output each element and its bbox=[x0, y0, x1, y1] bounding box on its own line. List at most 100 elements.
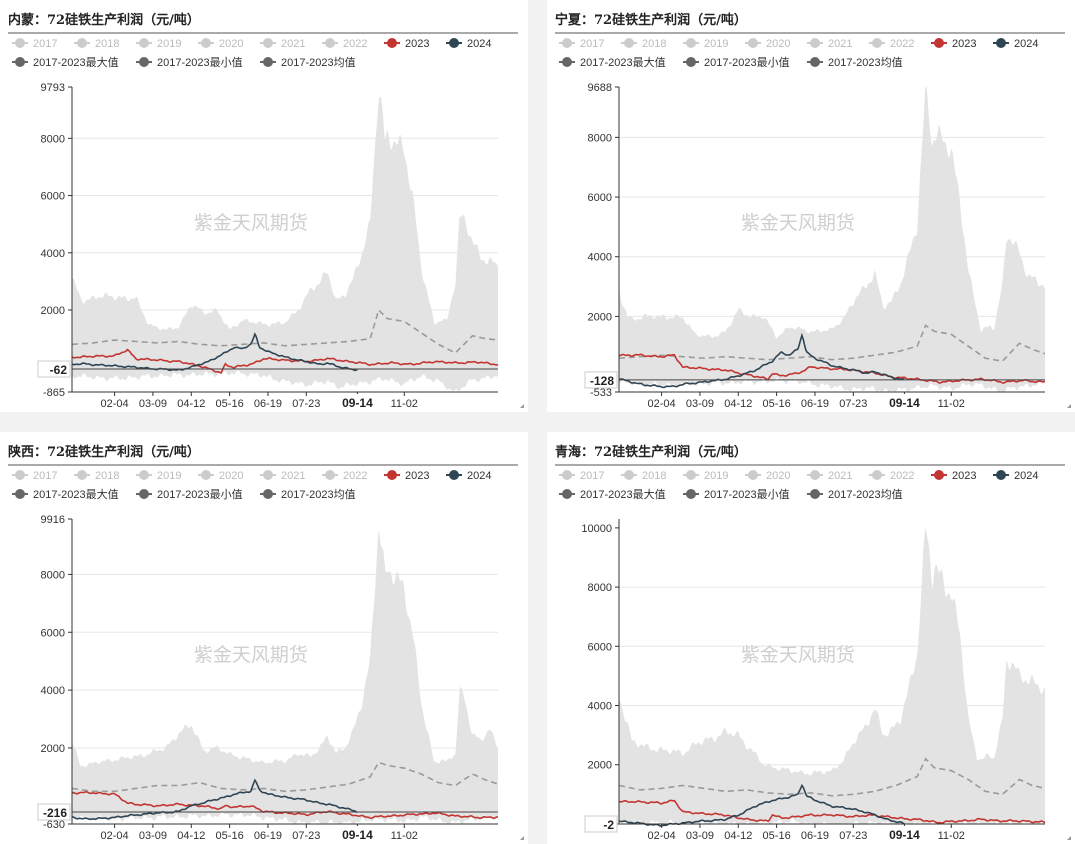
x-tick-label: 07-23 bbox=[839, 830, 867, 842]
y-tick-label: 2000 bbox=[588, 311, 612, 323]
legend-item-2024: 2024 bbox=[993, 470, 1038, 482]
legend-label: 2021 bbox=[281, 470, 305, 482]
legend-swatch-dot bbox=[139, 38, 149, 48]
watermark: 紫金天风期货 bbox=[194, 644, 308, 666]
legend-label: 2018 bbox=[642, 38, 666, 50]
legend-item-2017: 2017 bbox=[559, 38, 604, 50]
series-range-band bbox=[619, 528, 1045, 824]
x-tick-label: 06-19 bbox=[254, 830, 282, 842]
x-tick-label: 04-12 bbox=[177, 830, 205, 842]
chart-svg-4: 青海：72硅铁生产利润（元/吨） 2017 2018 2019 2020 2021 2022… bbox=[555, 444, 1071, 844]
legend-label: 2017-2023最小值 bbox=[704, 488, 790, 501]
y-tick-label: 9688 bbox=[588, 82, 612, 94]
chart-panel-3: 陕西：72硅铁生产利润（元/吨） 2017 2018 2019 2020 2021 2022… bbox=[0, 432, 528, 844]
legend-label: 2017 bbox=[580, 38, 604, 50]
chart-svg-2: 宁夏：72硅铁生产利润（元/吨） 2017 2018 2019 2020 2021 2022… bbox=[555, 12, 1071, 412]
y-tick-label: 4000 bbox=[588, 252, 612, 264]
resize-handle bbox=[1067, 404, 1071, 408]
chart-title: 青海：72硅铁生产利润（元/吨） bbox=[555, 444, 747, 460]
series-2024-line bbox=[618, 783, 905, 827]
current-value-label: -128 bbox=[590, 374, 614, 388]
x-tick-label: 11-02 bbox=[938, 398, 965, 410]
chart-panel-1: 内蒙：72硅铁生产利润（元/吨） 2017 2018 2019 2020 2021 2022… bbox=[0, 0, 528, 412]
x-tick-label: 07-23 bbox=[839, 398, 867, 410]
current-value-box bbox=[37, 360, 71, 378]
legend-item-2018: 2018 bbox=[621, 470, 666, 482]
x-tick-label: 11-02 bbox=[391, 398, 418, 410]
current-value-label: -216 bbox=[43, 806, 67, 820]
legend-swatch-dot bbox=[387, 470, 397, 480]
current-value-box bbox=[37, 803, 71, 821]
x-tick-label: 02-04 bbox=[101, 830, 129, 842]
x-tick-label: 03-09 bbox=[139, 398, 167, 410]
legend-label: 2017-2023最大值 bbox=[580, 487, 666, 501]
x-tick-label: 07-23 bbox=[292, 398, 320, 410]
legend-swatch-dot bbox=[686, 470, 696, 480]
legend-item-stat-3: 2017-2023均值 bbox=[807, 56, 903, 69]
watermark: 紫金天风期货 bbox=[194, 212, 308, 234]
watermark: 紫金天风期货 bbox=[741, 212, 855, 234]
resize-handle bbox=[1067, 836, 1071, 840]
legend-swatch-dot bbox=[562, 57, 572, 67]
x-tick-label: 05-16 bbox=[216, 398, 244, 410]
legend-item-2021: 2021 bbox=[260, 38, 305, 50]
legend-label: 2017-2023最大值 bbox=[580, 55, 666, 69]
series-2023-line bbox=[619, 799, 1046, 824]
legend-item-2018: 2018 bbox=[621, 38, 666, 50]
legend-item-stat-1: 2017-2023最大值 bbox=[12, 487, 119, 501]
y-tick-label: 4000 bbox=[588, 701, 612, 713]
x-tick-label: 06-19 bbox=[254, 398, 282, 410]
legend-label: 2017-2023均值 bbox=[828, 56, 903, 69]
legend-swatch-dot bbox=[624, 470, 634, 480]
legend-label: 2017-2023均值 bbox=[281, 56, 356, 69]
x-tick-label: 05-16 bbox=[763, 398, 791, 410]
legend-label: 2023 bbox=[405, 38, 429, 50]
legend-label: 2019 bbox=[704, 470, 728, 482]
legend-label: 2017-2023最小值 bbox=[704, 56, 790, 69]
y-tick-label: 8000 bbox=[41, 569, 65, 581]
legend-item-stat-2: 2017-2023最小值 bbox=[683, 56, 790, 69]
x-current-box bbox=[335, 826, 380, 844]
legend-item-2023: 2023 bbox=[384, 470, 429, 482]
y-tick-label: 6000 bbox=[588, 192, 612, 204]
x-tick-label: 11-02 bbox=[391, 830, 418, 842]
y-tick-label: 9916 bbox=[41, 514, 65, 526]
legend-swatch-dot bbox=[686, 489, 696, 499]
legend-label: 2024 bbox=[1014, 38, 1038, 50]
legend-swatch-dot bbox=[449, 470, 459, 480]
legend-label: 2022 bbox=[890, 38, 914, 50]
resize-handle bbox=[520, 404, 524, 408]
x-tick-label: 03-09 bbox=[686, 830, 714, 842]
legend-swatch-dot bbox=[996, 470, 1006, 480]
y-tick-label: 6000 bbox=[41, 191, 65, 203]
legend-swatch-dot bbox=[325, 38, 335, 48]
legend-swatch-dot bbox=[15, 470, 25, 480]
y-tick-label: 10000 bbox=[581, 523, 612, 535]
current-value-box bbox=[584, 815, 618, 833]
legend-label: 2024 bbox=[467, 38, 491, 50]
legend-item-stat-2: 2017-2023最小值 bbox=[136, 56, 243, 69]
series-avg-line bbox=[618, 324, 1046, 363]
legend-item-2019: 2019 bbox=[136, 470, 181, 482]
legend-item-stat-2: 2017-2023最小值 bbox=[136, 488, 243, 501]
legend-label: 2017-2023最小值 bbox=[157, 488, 243, 501]
legend-swatch-dot bbox=[624, 38, 634, 48]
legend-item-2024: 2024 bbox=[993, 38, 1038, 50]
legend-swatch-dot bbox=[139, 489, 149, 499]
chart-title: 陕西：72硅铁生产利润（元/吨） bbox=[8, 444, 200, 460]
legend-swatch-dot bbox=[263, 489, 273, 499]
legend-label: 2018 bbox=[642, 470, 666, 482]
legend-item-stat-1: 2017-2023最大值 bbox=[559, 487, 666, 501]
current-value-box bbox=[584, 371, 618, 389]
legend-swatch-dot bbox=[15, 489, 25, 499]
legend-item-2020: 2020 bbox=[745, 38, 790, 50]
x-tick-label: 11-02 bbox=[938, 830, 965, 842]
legend-label: 2017 bbox=[33, 470, 57, 482]
x-tick-label: 05-16 bbox=[763, 830, 791, 842]
x-tick-label-current: 09-14 bbox=[342, 396, 373, 410]
legend-swatch-dot bbox=[686, 38, 696, 48]
legend-item-2022: 2022 bbox=[322, 38, 367, 50]
legend-item-stat-3: 2017-2023均值 bbox=[260, 56, 356, 69]
legend-swatch-dot bbox=[810, 470, 820, 480]
series-avg-line bbox=[618, 757, 1046, 797]
